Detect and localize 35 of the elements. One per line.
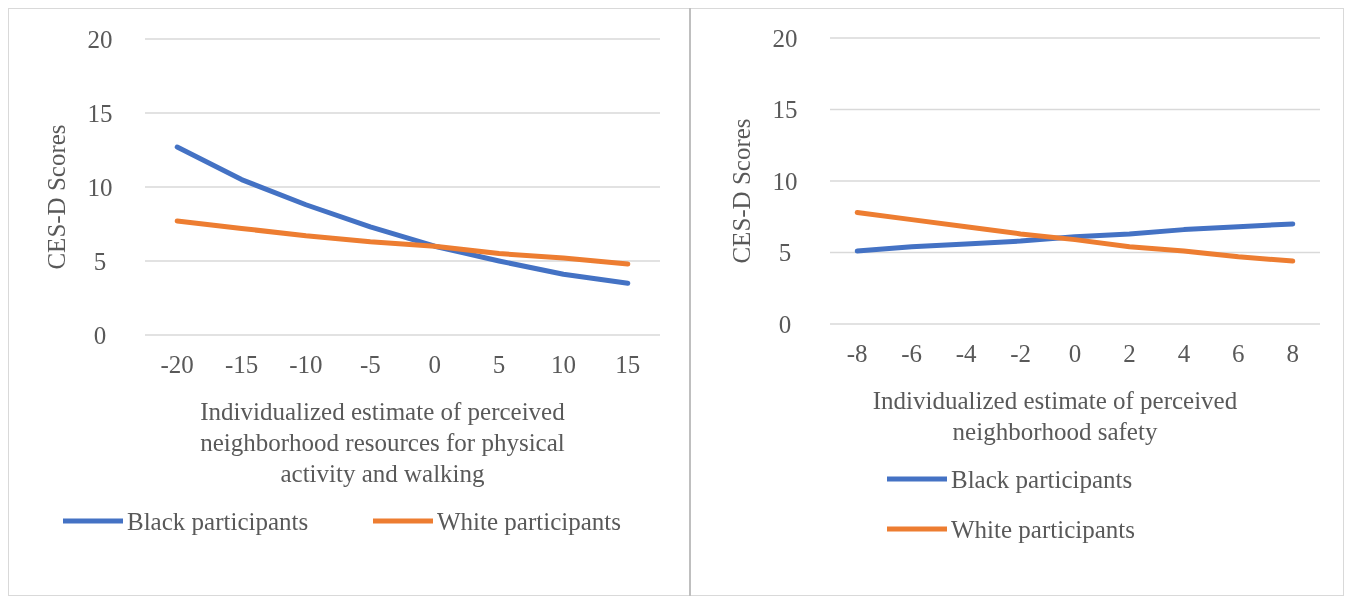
x-tick-label: -5: [359, 351, 381, 378]
y-tick-label: 10: [87, 173, 113, 201]
x-tick-label: -8: [846, 340, 868, 367]
legend-label: Black participants: [127, 507, 309, 535]
y-tick-label: 5: [778, 239, 792, 267]
y-tick-label: 10: [772, 167, 798, 195]
y-tick-label: 5: [93, 247, 107, 275]
x-tick-label: 0: [1068, 340, 1082, 367]
legend-label: White participants: [951, 515, 1135, 543]
x-tick-label: -20: [160, 351, 194, 378]
y-tick-label: 20: [87, 25, 113, 53]
x-tick-label: -15: [224, 351, 259, 378]
x-tick-label: -6: [901, 340, 923, 367]
y-tick-label: 15: [772, 96, 798, 124]
x-tick-label: 0: [428, 351, 441, 378]
y-tick-label: 0: [778, 310, 792, 338]
legend-label: Black participants: [951, 465, 1133, 493]
x-tick-label: 8: [1286, 340, 1300, 367]
x-tick-label: -2: [1010, 340, 1031, 367]
y-axis-title: CES-D Scores: [728, 118, 755, 264]
x-tick-label: 6: [1232, 340, 1245, 367]
y-tick-label: 15: [87, 99, 113, 127]
x-axis-title: Individualized estimate of perceived neighborhood safety: [872, 387, 1238, 445]
x-tick-label: -10: [289, 351, 323, 378]
x-tick-label: -4: [955, 340, 978, 367]
x-tick-label: 15: [615, 351, 641, 378]
y-tick-label: 0: [93, 321, 107, 349]
x-axis-title: Individualized estimate of perceived neighborhood resources for physical activity and walking: [200, 398, 566, 487]
x-tick-label: 5: [492, 351, 506, 378]
x-tick-label: 2: [1123, 340, 1136, 367]
legend-label: White participants: [437, 507, 621, 535]
x-tick-label: 10: [550, 351, 576, 378]
y-axis-title: CES-D Scores: [43, 124, 70, 270]
x-tick-label: 4: [1177, 340, 1191, 367]
y-tick-label: 20: [772, 24, 798, 52]
